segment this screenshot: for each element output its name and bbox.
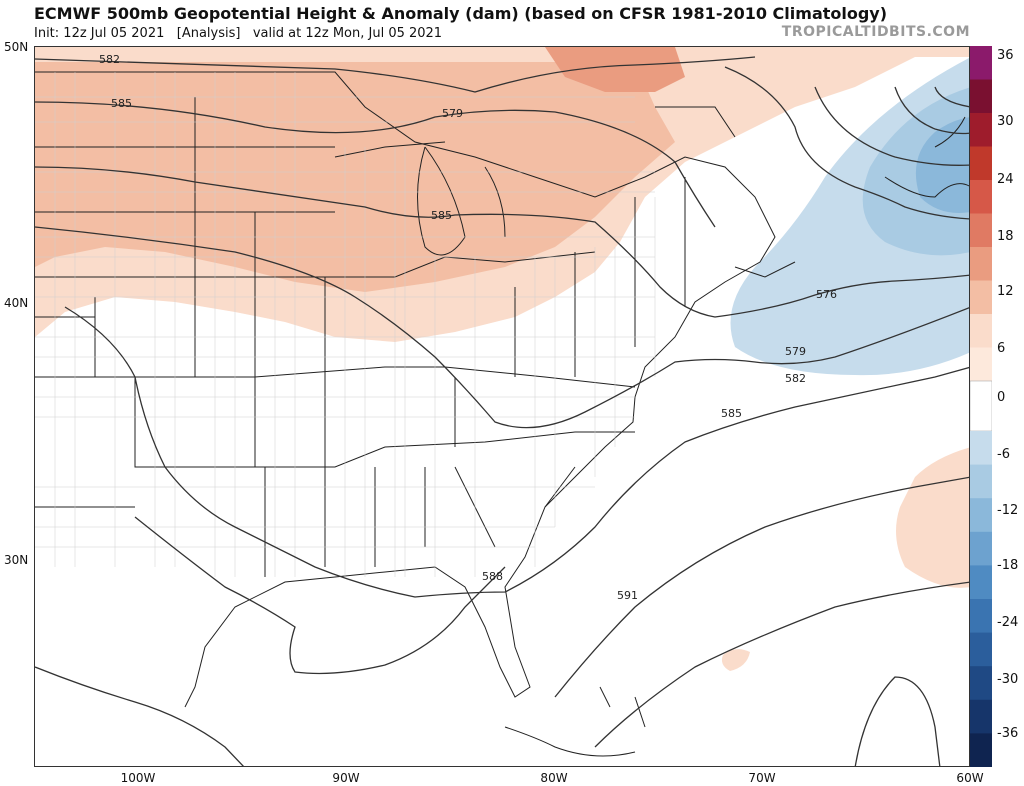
contour-label: 585 [111,97,132,110]
contour-label: 585 [431,209,452,222]
contour-label: 576 [816,288,837,301]
positive-anomaly-bahamas [721,649,750,671]
colorbar-label: 24 [997,172,1014,187]
colorbar-negative [970,431,992,767]
colorbar-label: -18 [997,558,1019,573]
colorbar-label: -30 [997,672,1019,687]
colorbar-swatch [970,113,992,147]
colorbar-swatch [970,632,992,667]
contour-label: 585 [721,407,742,420]
colorbar-swatch [970,79,992,114]
colorbar-swatch [970,498,992,533]
colorbar-swatch [970,46,992,80]
colorbar-swatch [970,280,992,315]
lat-label-40n: 40N [4,296,29,310]
colorbar-swatch [970,666,992,701]
lon-label-80w: 80W [540,771,568,785]
lon-label-100w: 100W [120,771,156,785]
colorbar-label: -6 [997,447,1010,462]
positive-anomaly-atlantic [896,447,969,588]
colorbar-positive [970,46,992,382]
contour-label: 588 [482,570,503,583]
colorbar-swatch [970,347,992,382]
colorbar-swatch [970,464,992,499]
contour-label: 582 [99,53,120,66]
lon-label-70w: 70W [748,771,776,785]
colorbar-label: 36 [997,48,1014,63]
colorbar-label: -24 [997,615,1019,630]
colorbar-label: -36 [997,726,1019,741]
colorbar-swatch [970,431,992,466]
lat-label-30n: 30N [4,553,29,567]
brand-watermark[interactable]: TROPICALTIDBITS.COM [781,24,970,40]
map-panel[interactable]: 582 585 579 585 576 579 582 585 588 591 [34,46,970,767]
lon-label-60w: 60W [956,771,984,785]
colorbar [970,46,992,767]
lon-label-90w: 90W [332,771,360,785]
map-subtitle: Init: 12z Jul 05 2021 [Analysis] valid a… [34,26,443,41]
height-contours [35,56,969,766]
contour-label: 582 [785,372,806,385]
colorbar-swatch [970,213,992,248]
colorbar-zero [970,380,992,432]
colorbar-swatch [970,699,992,734]
map-title: ECMWF 500mb Geopotential Height & Anomal… [34,4,888,23]
colorbar-swatch [970,146,992,181]
colorbar-swatch [970,247,992,281]
positive-anomaly-strong [545,47,685,92]
colorbar-swatch [970,565,992,600]
contour-label: 579 [785,345,806,358]
map-canvas: 582 585 579 585 576 579 582 585 588 591 [35,47,969,766]
colorbar-label: 18 [997,229,1014,244]
colorbar-label: 6 [997,341,1006,356]
lat-label-50n: 50N [4,40,29,54]
colorbar-swatch [970,531,992,566]
contour-label: 591 [617,589,638,602]
colorbar-label: 0 [997,390,1006,405]
colorbar-swatch [970,599,992,634]
colorbar-label: 30 [997,114,1014,129]
contour-label: 579 [442,107,463,120]
colorbar-label: 12 [997,284,1014,299]
contour-label-group: 582 585 579 585 576 579 582 585 588 591 [99,53,837,602]
colorbar-swatch [970,314,992,348]
colorbar-label: -12 [997,503,1019,518]
county-grid [35,72,656,577]
colorbar-swatch [970,180,992,214]
colorbar-swatch [970,733,992,767]
